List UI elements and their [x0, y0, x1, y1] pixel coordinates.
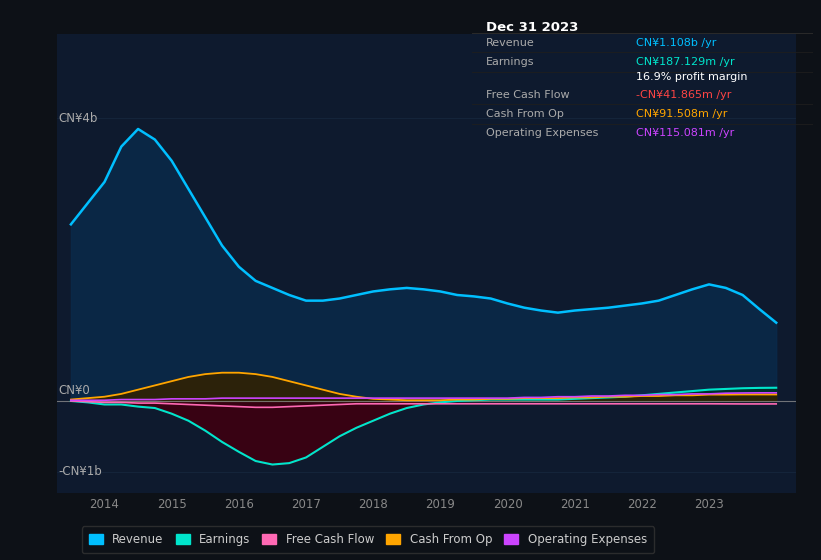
Text: Dec 31 2023: Dec 31 2023 [486, 21, 578, 34]
Text: CN¥115.081m /yr: CN¥115.081m /yr [635, 128, 734, 138]
Text: Earnings: Earnings [486, 57, 534, 67]
Legend: Revenue, Earnings, Free Cash Flow, Cash From Op, Operating Expenses: Revenue, Earnings, Free Cash Flow, Cash … [81, 526, 654, 553]
Text: -CN¥41.865m /yr: -CN¥41.865m /yr [635, 90, 731, 100]
Text: Revenue: Revenue [486, 38, 534, 48]
Text: CN¥4b: CN¥4b [59, 112, 99, 125]
Text: Operating Expenses: Operating Expenses [486, 128, 598, 138]
Text: CN¥91.508m /yr: CN¥91.508m /yr [635, 109, 727, 119]
Text: CN¥1.108b /yr: CN¥1.108b /yr [635, 38, 716, 48]
Text: Free Cash Flow: Free Cash Flow [486, 90, 569, 100]
Text: CN¥0: CN¥0 [59, 384, 90, 398]
Text: -CN¥1b: -CN¥1b [59, 465, 103, 478]
Text: 16.9% profit margin: 16.9% profit margin [635, 72, 747, 82]
Text: Cash From Op: Cash From Op [486, 109, 563, 119]
Text: CN¥187.129m /yr: CN¥187.129m /yr [635, 57, 734, 67]
